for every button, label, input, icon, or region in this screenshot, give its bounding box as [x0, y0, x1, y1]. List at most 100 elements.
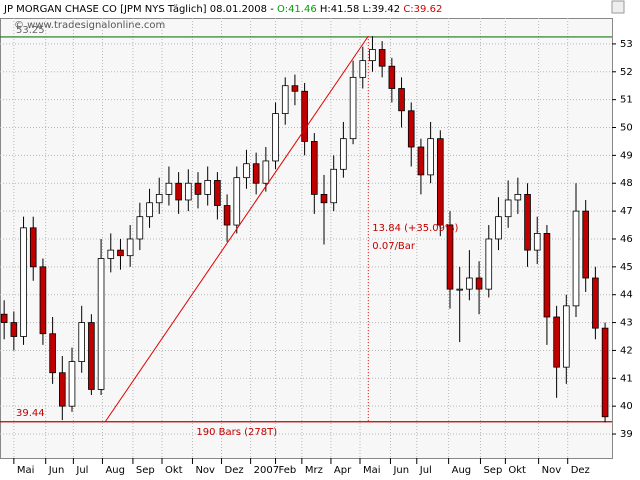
candle-body	[291, 85, 299, 92]
candle-body	[514, 193, 522, 201]
candle-body	[262, 160, 270, 184]
trend-line	[104, 35, 369, 423]
candle-body	[78, 322, 85, 362]
x-tick-label: Sep	[483, 465, 502, 476]
candle-body	[533, 233, 541, 251]
candle-body	[407, 110, 415, 148]
candle-body	[214, 180, 221, 206]
candle-body	[436, 138, 444, 226]
candle-body	[117, 249, 124, 257]
x-tick-label: Mai	[17, 465, 35, 476]
candle-body	[378, 49, 386, 67]
y-tick-label: 41	[620, 373, 633, 384]
y-tick-label: 45	[620, 262, 633, 273]
y-tick-label: 52	[620, 67, 633, 78]
header: JP MORGAN CHASE CO [JPM NYS Täglich] 08.…	[3, 4, 442, 15]
candle-body	[10, 322, 18, 337]
candle-body	[524, 193, 531, 251]
subtitle: © www.tradesignalonline.com	[14, 20, 165, 31]
candle-body	[369, 49, 376, 62]
y-tick-label: 43	[620, 318, 633, 329]
candle-body	[194, 182, 202, 195]
candle-body	[184, 182, 192, 201]
candle-body	[349, 76, 357, 140]
candle-body	[233, 177, 241, 226]
y-tick-label: 42	[620, 345, 633, 356]
x-tick-label: Apr	[334, 465, 352, 476]
candle-body	[427, 138, 434, 176]
candle-body	[281, 85, 289, 114]
candle-body	[59, 372, 66, 407]
y-tick-label: 39	[620, 429, 633, 440]
candle-body	[243, 163, 250, 179]
candle-body	[359, 60, 367, 78]
candle-body	[601, 327, 609, 418]
candle-body	[553, 316, 560, 368]
chart-title: JP MORGAN CHASE CO [JPM NYS Täglich] 08.…	[3, 4, 277, 15]
x-tick-label: Mrz	[305, 465, 323, 476]
y-tick-label: 50	[620, 123, 633, 134]
candle-body	[592, 277, 599, 329]
candle-body	[543, 233, 551, 318]
candle-body	[485, 238, 493, 290]
window-icon[interactable]	[611, 0, 625, 14]
candle-body	[136, 216, 144, 240]
x-tick-label: Jul	[75, 465, 88, 476]
y-tick-label: 47	[620, 206, 633, 217]
x-tick-label: Nov	[195, 465, 215, 476]
y-tick-label: 51	[620, 95, 633, 106]
x-tick-label: Okt	[165, 465, 183, 476]
candle-body	[126, 238, 134, 257]
candle-body	[466, 277, 473, 290]
y-tick-label: 53	[620, 39, 633, 50]
candle-body	[310, 141, 318, 195]
quote-part: O:41.46	[277, 4, 317, 15]
x-tick-label: Aug	[105, 465, 125, 476]
candle-body	[29, 227, 37, 268]
x-tick-label: Nov	[542, 465, 562, 476]
quote-part: H:41.58 L:39.42	[317, 4, 404, 15]
candle-body	[504, 199, 512, 218]
candle-body	[320, 193, 328, 204]
candle-body	[301, 90, 308, 142]
y-tick-label: 49	[620, 150, 633, 161]
x-tick-label: Jul	[419, 465, 432, 476]
level-label: 53.25	[16, 25, 45, 36]
candle-body	[107, 249, 115, 259]
candle-body	[582, 210, 589, 279]
candle-body	[563, 305, 570, 368]
candle-body	[155, 193, 163, 204]
x-tick-label: Sep	[136, 465, 155, 476]
candle-body	[88, 322, 95, 390]
candle-body	[146, 202, 153, 218]
y-tick-label: 46	[620, 234, 633, 245]
candle-body	[272, 113, 279, 162]
x-tick-label: Mai	[363, 465, 381, 476]
candle-body	[223, 205, 231, 226]
level-label: 39.44	[16, 408, 45, 419]
annotation: 13.84 (+35.09%)	[372, 223, 458, 234]
x-tick-label: Jun	[392, 465, 409, 476]
y-tick-label: 48	[620, 178, 633, 189]
candle-body	[572, 210, 580, 307]
candle-body	[97, 258, 105, 390]
candle-body	[330, 168, 337, 204]
candle-body	[68, 361, 76, 407]
quote-part: C:39.62	[403, 4, 442, 15]
y-tick-label: 44	[620, 290, 633, 301]
candle-body	[0, 313, 8, 323]
candle-body	[39, 266, 47, 335]
candle-body	[475, 277, 483, 290]
candle-body	[456, 288, 463, 291]
candle-body	[446, 224, 454, 290]
candle-body	[398, 88, 405, 112]
candle-body	[495, 216, 502, 240]
annotation: 190 Bars (278T)	[196, 427, 277, 438]
candle-body	[340, 138, 347, 170]
candle-body	[388, 65, 396, 89]
x-tick-label: Dez	[225, 465, 244, 476]
x-tick-label: Aug	[452, 465, 472, 476]
x-tick-label: Jun	[48, 465, 65, 476]
candle-body	[175, 182, 182, 201]
